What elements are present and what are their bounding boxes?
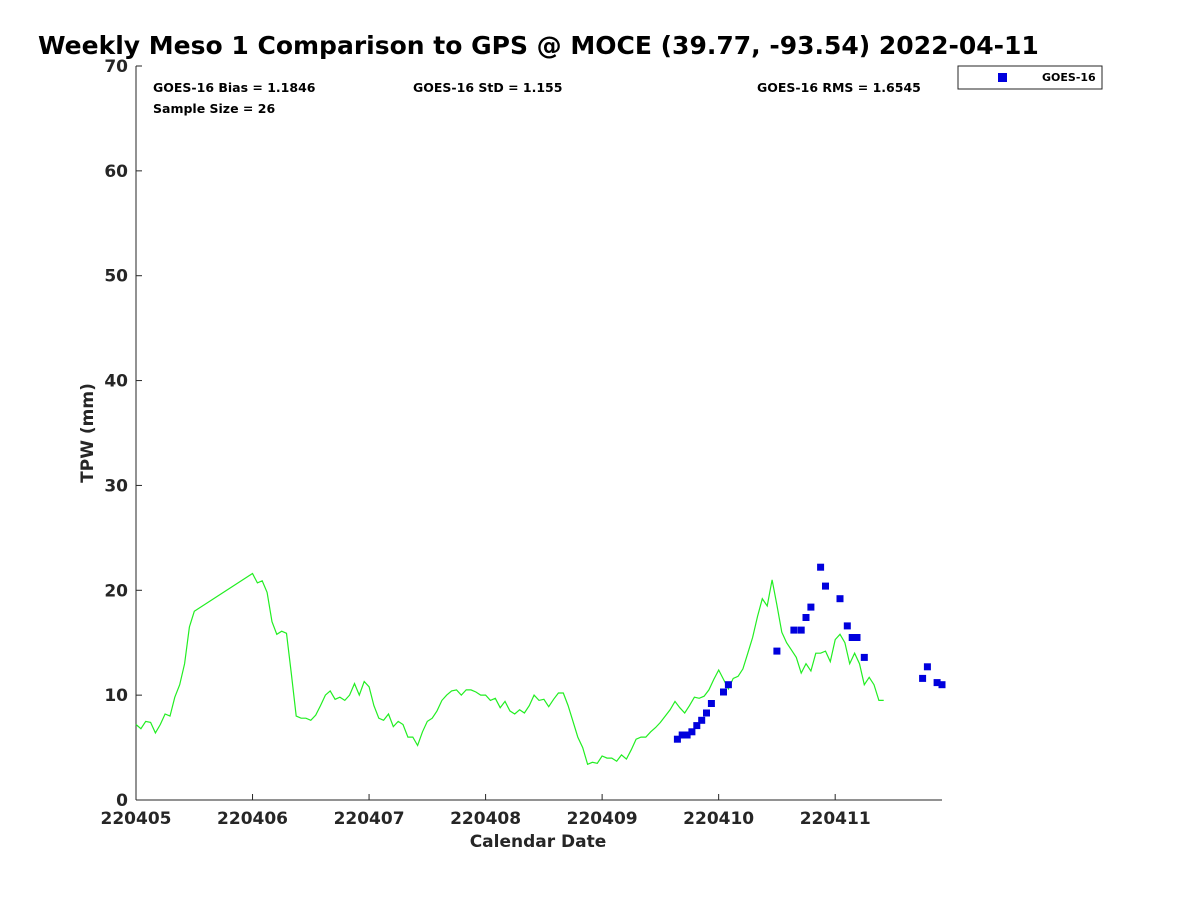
goes16-point — [688, 728, 696, 736]
y-tick-label: 40 — [104, 372, 128, 392]
stat-sample-size: Sample Size = 26 — [153, 101, 275, 116]
y-tick-label: 30 — [104, 476, 128, 496]
goes16-point — [822, 582, 829, 590]
legend-goes16-marker — [998, 73, 1007, 82]
goes16-point — [853, 634, 861, 641]
goes16-point — [807, 603, 815, 611]
x-tick-label: 220408 — [450, 809, 521, 829]
goes16-point — [919, 674, 927, 682]
x-ticks: 220405 220406 220407 220408 220409 220410 2204… — [101, 794, 871, 829]
gps-series-line — [135, 572, 884, 766]
goes16-point — [707, 700, 715, 707]
legend-box — [957, 65, 1103, 90]
goes16-point — [790, 626, 798, 634]
x-tick-label: 220409 — [567, 809, 638, 829]
goes16-series-points — [673, 563, 946, 743]
goes16-point — [836, 595, 844, 603]
y-tick-label: 0 — [116, 791, 128, 811]
goes16-point — [923, 663, 931, 671]
y-tick-label: 60 — [104, 162, 128, 182]
x-tick-label: 220406 — [217, 809, 288, 829]
goes16-point — [843, 622, 851, 630]
chart-title: Weekly Meso 1 Comparison to GPS @ MOCE (… — [38, 31, 1039, 60]
goes16-point — [802, 614, 810, 621]
goes16-point — [720, 688, 727, 696]
y-axis-label: TPW (mm) — [78, 383, 98, 483]
stat-std: GOES-16 StD = 1.155 — [413, 80, 562, 95]
y-tick-label: 20 — [104, 581, 128, 601]
goes16-point — [683, 731, 691, 739]
goes16-point — [848, 634, 856, 641]
goes16-point — [678, 731, 686, 739]
goes16-point — [724, 681, 732, 689]
x-axis-label: Calendar Date — [470, 832, 607, 852]
legend: GOES-16 — [957, 65, 1103, 90]
goes16-point — [938, 681, 946, 689]
y-tick-label: 50 — [104, 267, 128, 287]
stat-bias: GOES-16 Bias = 1.1846 — [153, 80, 316, 95]
goes16-point — [698, 716, 706, 724]
y-tick-label: 70 — [104, 57, 128, 77]
goes16-point — [693, 722, 701, 730]
goes16-point — [860, 653, 868, 661]
goes16-point — [817, 563, 825, 571]
goes16-point — [773, 647, 781, 655]
axes — [135, 66, 942, 801]
x-tick-label: 220407 — [334, 809, 405, 829]
x-tick-label: 220410 — [683, 809, 754, 829]
x-tick-label: 220411 — [800, 809, 871, 829]
stat-rms: GOES-16 RMS = 1.6545 — [757, 80, 921, 95]
goes16-point — [797, 626, 805, 634]
y-tick-label: 10 — [104, 686, 128, 706]
goes16-point — [673, 735, 681, 743]
goes16-point — [703, 709, 710, 717]
x-tick-label: 220405 — [101, 809, 172, 829]
goes16-point — [933, 679, 941, 687]
y-ticks: 0 10 20 30 40 50 60 70 — [104, 57, 142, 811]
legend-goes16-label: GOES-16 — [1042, 71, 1096, 84]
